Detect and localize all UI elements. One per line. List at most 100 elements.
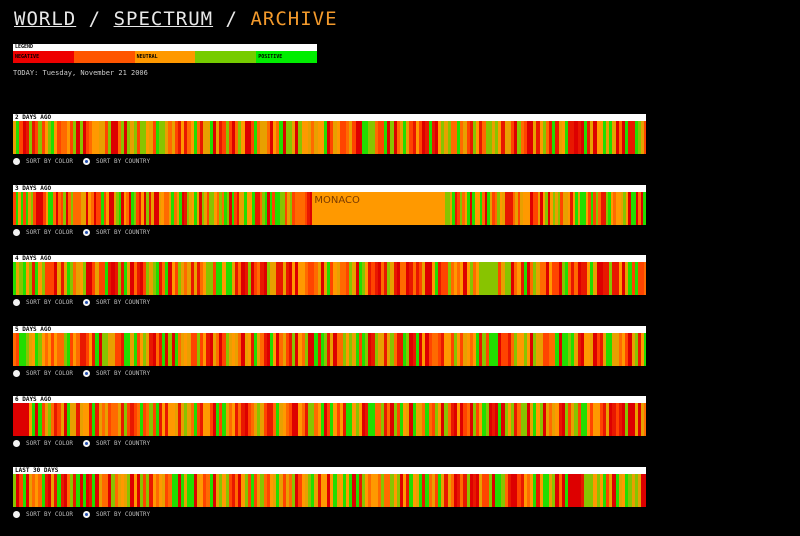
country-segment[interactable] — [622, 262, 626, 295]
country-segment[interactable] — [263, 474, 267, 507]
sort-by-color-radio[interactable] — [13, 370, 20, 377]
country-segment[interactable] — [487, 192, 490, 225]
country-segment[interactable] — [95, 121, 99, 154]
country-segment[interactable] — [536, 262, 540, 295]
country-segment[interactable] — [434, 474, 439, 507]
country-segment[interactable] — [561, 403, 565, 436]
country-segment[interactable] — [615, 474, 619, 507]
country-segment[interactable] — [358, 121, 362, 154]
country-segment[interactable] — [16, 121, 20, 154]
country-segment[interactable] — [476, 121, 480, 154]
country-segment[interactable] — [95, 262, 99, 295]
country-segment[interactable] — [51, 262, 55, 295]
country-segment[interactable] — [526, 333, 531, 366]
country-segment[interactable] — [241, 474, 245, 507]
country-segment[interactable] — [114, 403, 118, 436]
country-segment[interactable] — [517, 262, 521, 295]
country-segment[interactable] — [196, 192, 200, 225]
country-segment[interactable] — [257, 121, 261, 154]
country-segment[interactable] — [143, 192, 147, 225]
country-segment[interactable] — [428, 333, 432, 366]
country-segment[interactable] — [146, 262, 150, 295]
country-segment[interactable] — [450, 121, 454, 154]
country-segment[interactable] — [450, 474, 454, 507]
country-segment[interactable] — [336, 403, 340, 436]
country-segment[interactable] — [327, 262, 331, 295]
country-segment[interactable] — [574, 474, 578, 507]
country-segment[interactable] — [317, 121, 321, 154]
country-segment[interactable] — [158, 262, 163, 295]
sort-by-country-option[interactable]: SORT BY COUNTRY — [82, 370, 150, 377]
country-segment[interactable] — [282, 192, 285, 225]
country-segment[interactable] — [485, 474, 489, 507]
country-segment[interactable] — [190, 121, 194, 154]
country-segment[interactable] — [130, 333, 134, 366]
country-segment[interactable] — [239, 192, 242, 225]
country-segment[interactable] — [60, 474, 64, 507]
country-segment[interactable] — [596, 403, 600, 436]
country-segment[interactable] — [66, 403, 71, 436]
country-segment[interactable] — [133, 333, 137, 366]
country-segment[interactable] — [501, 121, 505, 154]
country-segment[interactable] — [13, 262, 17, 295]
country-segment[interactable] — [168, 262, 172, 295]
country-segment[interactable] — [35, 333, 39, 366]
country-segment[interactable] — [557, 192, 561, 225]
country-segment[interactable] — [292, 262, 296, 295]
country-segment[interactable] — [598, 192, 601, 225]
country-segment[interactable] — [70, 192, 74, 225]
country-segment[interactable] — [124, 121, 128, 154]
country-segment[interactable] — [415, 262, 419, 295]
country-segment[interactable] — [517, 403, 521, 436]
country-segment[interactable] — [292, 121, 296, 154]
country-segment[interactable] — [139, 333, 144, 366]
country-segment[interactable] — [98, 192, 102, 225]
country-segment[interactable] — [279, 262, 283, 295]
country-segment[interactable] — [545, 333, 550, 366]
country-segment[interactable] — [193, 262, 197, 295]
country-segment[interactable] — [371, 403, 375, 436]
country-segment[interactable] — [606, 474, 610, 507]
country-segment[interactable] — [212, 121, 216, 154]
country-segment[interactable] — [495, 262, 499, 295]
country-segment[interactable] — [520, 262, 524, 295]
country-segment[interactable] — [181, 403, 185, 436]
country-segment[interactable] — [101, 121, 105, 154]
country-segment[interactable] — [460, 121, 464, 154]
country-segment[interactable] — [130, 121, 134, 154]
country-segment[interactable] — [355, 474, 359, 507]
country-segment[interactable] — [127, 474, 131, 507]
country-segment[interactable] — [412, 262, 416, 295]
country-segment[interactable] — [371, 121, 375, 154]
country-segment[interactable] — [206, 121, 210, 154]
country-segment[interactable] — [288, 403, 293, 436]
country-segment[interactable] — [517, 474, 521, 507]
country-segment[interactable] — [641, 333, 645, 366]
country-segment[interactable] — [139, 262, 144, 295]
country-segment[interactable] — [155, 333, 159, 366]
country-segment[interactable] — [533, 121, 537, 154]
country-segment[interactable] — [40, 192, 44, 225]
country-segment[interactable] — [85, 262, 90, 295]
sort-by-color-radio[interactable] — [13, 299, 20, 306]
country-segment[interactable] — [625, 403, 629, 436]
country-segment[interactable] — [206, 474, 210, 507]
country-segment[interactable] — [396, 262, 400, 295]
country-segment[interactable] — [399, 474, 404, 507]
country-segment[interactable] — [457, 403, 461, 436]
country-segment[interactable] — [336, 474, 340, 507]
country-segment[interactable] — [412, 474, 416, 507]
country-segment[interactable] — [54, 474, 58, 507]
country-segment[interactable] — [32, 121, 36, 154]
country-segment[interactable] — [409, 121, 413, 154]
country-segment[interactable] — [393, 333, 397, 366]
country-segment[interactable] — [244, 403, 248, 436]
country-segment[interactable] — [219, 262, 223, 295]
country-segment[interactable] — [187, 262, 191, 295]
country-segment[interactable] — [54, 121, 58, 154]
country-segment[interactable] — [228, 262, 232, 295]
country-segment[interactable] — [120, 474, 125, 507]
country-segment[interactable] — [38, 333, 42, 366]
country-segment[interactable] — [514, 262, 518, 295]
country-segment[interactable] — [612, 121, 616, 154]
